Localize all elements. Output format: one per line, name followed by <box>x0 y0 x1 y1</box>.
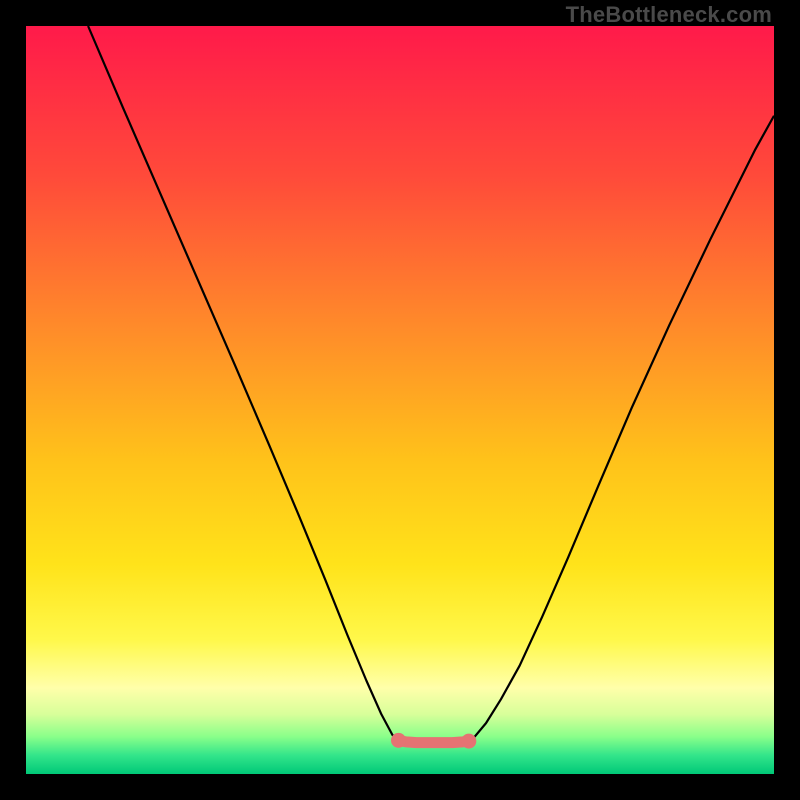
chart-canvas: TheBottleneck.com <box>0 0 800 800</box>
curve-line <box>88 26 774 743</box>
optimal-range-end-marker <box>461 734 476 749</box>
optimal-range-segment <box>399 740 469 742</box>
watermark-text: TheBottleneck.com <box>566 2 772 28</box>
optimal-range-start-marker <box>391 733 406 748</box>
bottleneck-curve <box>0 0 800 800</box>
